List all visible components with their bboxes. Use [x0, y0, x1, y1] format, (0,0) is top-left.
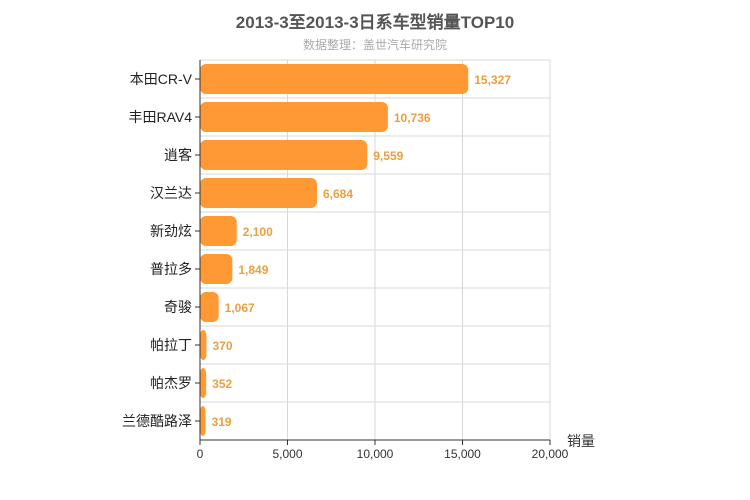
bar — [200, 406, 206, 436]
value-label: 1,067 — [225, 301, 255, 315]
category-label: 奇骏 — [164, 299, 192, 315]
category-label: 普拉多 — [150, 261, 192, 277]
x-tick-label: 20,000 — [532, 447, 569, 461]
bar — [200, 102, 388, 132]
bar — [200, 140, 368, 170]
chart-title: 2013-3至2013-3日系车型销量TOP10 — [235, 13, 515, 32]
value-label: 10,736 — [394, 111, 431, 125]
x-tick-label: 10,000 — [357, 447, 394, 461]
x-axis-title: 销量 — [567, 433, 595, 449]
category-label: 逍客 — [164, 147, 192, 163]
category-label: 汉兰达 — [150, 185, 192, 201]
category-label: 兰德酷路泽 — [122, 413, 192, 429]
category-label: 帕杰罗 — [150, 375, 192, 391]
category-label: 帕拉丁 — [150, 337, 192, 353]
bar — [200, 368, 207, 398]
x-tick-label: 5,000 — [272, 447, 302, 461]
bar — [200, 292, 219, 322]
category-label: 新劲炫 — [150, 223, 192, 239]
bar — [200, 254, 233, 284]
bar — [200, 64, 469, 94]
bar — [200, 330, 207, 360]
axes — [195, 60, 551, 445]
value-label: 2,100 — [243, 225, 273, 239]
value-label: 6,684 — [323, 187, 353, 201]
bar — [200, 178, 317, 208]
x-tick-label: 15,000 — [444, 447, 481, 461]
value-label: 352 — [212, 377, 232, 391]
x-tick-label: 0 — [197, 447, 204, 461]
bars — [200, 64, 469, 436]
value-label: 1,849 — [238, 263, 268, 277]
bar — [200, 216, 237, 246]
labels: 0 5,000 10,000 15,000 20,000 本田CR-V 15,327 丰田RA… — [122, 71, 569, 461]
value-label: 319 — [212, 415, 232, 429]
chart-subtitle: 数据整理：盖世汽车研究院 — [302, 38, 447, 52]
category-label: 丰田RAV4 — [128, 109, 192, 125]
value-label: 370 — [212, 339, 232, 353]
category-label: 本田CR-V — [130, 71, 193, 87]
value-label: 15,327 — [474, 73, 511, 87]
value-label: 9,559 — [373, 149, 403, 163]
